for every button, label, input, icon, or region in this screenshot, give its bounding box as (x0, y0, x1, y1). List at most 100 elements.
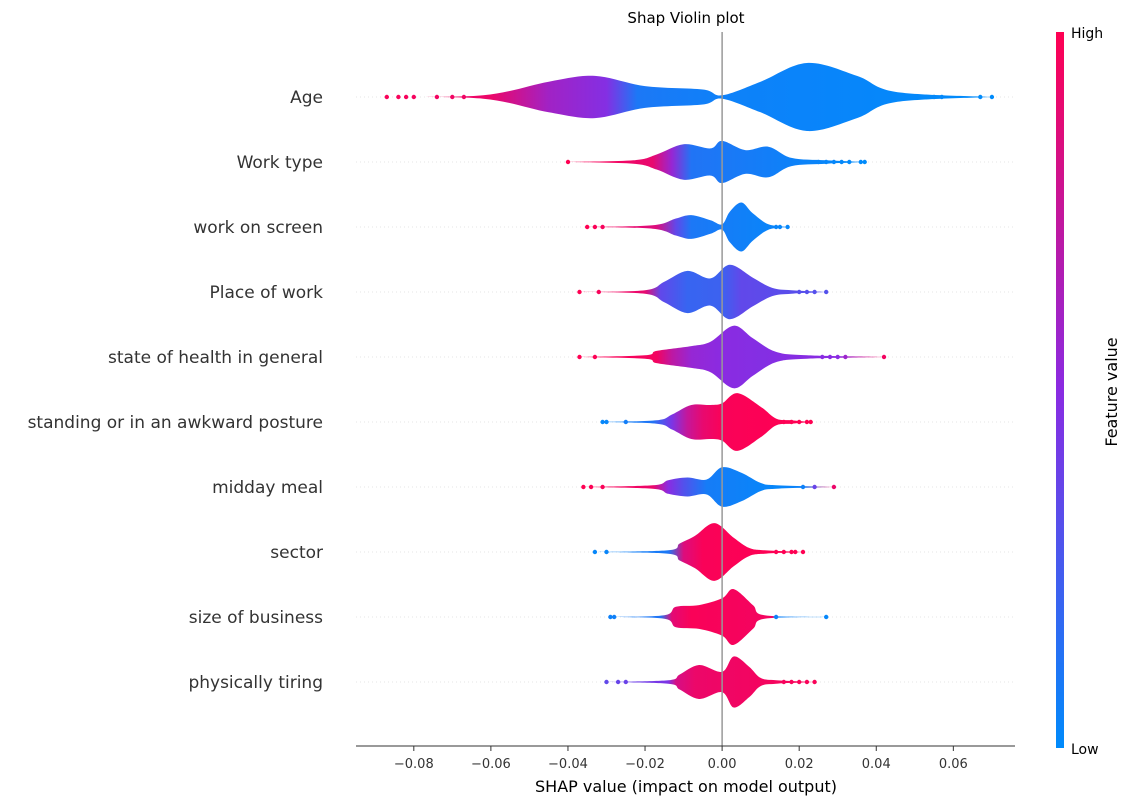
gridlines (356, 96, 1015, 683)
violin-0 (386, 62, 992, 132)
outlier-point (588, 484, 594, 490)
x-tick-label: 0.00 (708, 757, 737, 772)
violin-2 (587, 202, 788, 252)
outlier-point (924, 94, 929, 100)
outlier-point (773, 549, 779, 555)
colorbar-title: Feature value (1102, 337, 1121, 446)
outlier-point (843, 354, 848, 360)
feature-label: work on screen (193, 218, 323, 238)
outlier-point (824, 159, 829, 165)
outlier-point (812, 679, 817, 685)
outlier-point (592, 224, 598, 230)
violin-5 (602, 393, 811, 451)
outlier-point (581, 484, 586, 490)
outlier-point (797, 679, 802, 685)
colorbar-high-label: High (1071, 26, 1103, 42)
violin-8 (610, 588, 827, 646)
outlier-point (781, 549, 786, 555)
outlier-point (434, 94, 440, 100)
outlier-point (773, 614, 779, 620)
outlier-point (604, 549, 609, 555)
outlier-point (812, 484, 817, 490)
outlier-points (384, 94, 995, 685)
x-axis-title: SHAP value (impact on model output) (535, 777, 837, 796)
outlier-point (881, 354, 887, 360)
outlier-point (939, 94, 944, 100)
outlier-point (612, 614, 617, 620)
outlier-point (831, 159, 837, 165)
outlier-point (600, 419, 605, 425)
outlier-point (565, 159, 571, 165)
x-tick-label: −0.04 (548, 757, 588, 772)
feature-label: state of health in general (108, 348, 323, 368)
violin-4 (579, 325, 884, 389)
outlier-point (384, 94, 389, 100)
outlier-point (831, 484, 837, 490)
x-tick-label: −0.02 (625, 757, 665, 772)
violin-9 (606, 656, 815, 708)
outlier-point (804, 289, 810, 295)
outlier-point (808, 419, 813, 425)
outlier-point (812, 289, 817, 295)
outlier-point (461, 94, 467, 100)
feature-label: standing or in an awkward posture (28, 413, 323, 433)
x-axis-ticks: −0.08 −0.06 −0.04 −0.02 0.00 0.02 0.04 0.06 (394, 746, 968, 772)
outlier-point (623, 679, 628, 685)
x-tick-label: 0.06 (939, 757, 968, 772)
outlier-point (785, 224, 790, 230)
outlier-point (989, 94, 995, 100)
outlier-point (789, 549, 794, 555)
outlier-point (804, 419, 810, 425)
outlier-point (411, 94, 416, 100)
outlier-point (777, 224, 783, 230)
violin-7 (594, 523, 803, 581)
feature-label: Work type (237, 153, 323, 173)
outlier-point (592, 549, 598, 555)
outlier-point (797, 419, 802, 425)
x-tick-label: −0.06 (471, 757, 511, 772)
x-tick-label: 0.04 (862, 757, 891, 772)
colorbar-low-label: Low (1071, 742, 1099, 758)
outlier-point (789, 419, 794, 425)
outlier-point (604, 679, 609, 685)
violins (386, 62, 992, 708)
outlier-point (800, 549, 806, 555)
outlier-point (908, 94, 914, 100)
violin-3 (579, 264, 827, 320)
feature-label: physically tiring (188, 673, 323, 693)
outlier-point (608, 614, 613, 620)
outlier-point (577, 354, 582, 360)
outlier-point (592, 354, 598, 360)
outlier-point (824, 289, 829, 295)
outlier-point (781, 679, 786, 685)
outlier-point (623, 419, 628, 425)
outlier-point (600, 484, 605, 490)
chart-title: Shap Violin plot (627, 9, 744, 27)
outlier-point (585, 224, 590, 230)
violin-1 (568, 140, 865, 184)
outlier-point (858, 159, 863, 165)
outlier-point (773, 224, 779, 230)
outlier-point (396, 94, 401, 100)
feature-label: Age (290, 88, 323, 108)
outlier-point (835, 354, 840, 360)
feature-labels: Age Work type work on screen Place of work s… (28, 88, 324, 693)
outlier-point (978, 94, 983, 100)
x-tick-label: −0.08 (394, 757, 434, 772)
outlier-point (596, 289, 601, 295)
outlier-point (816, 159, 821, 165)
outlier-point (577, 289, 582, 295)
outlier-point (797, 289, 802, 295)
outlier-point (800, 484, 806, 490)
outlier-point (793, 549, 798, 555)
outlier-point (916, 94, 921, 100)
x-tick-label: 0.02 (785, 757, 814, 772)
outlier-point (804, 679, 810, 685)
outlier-point (403, 94, 409, 100)
feature-label: size of business (189, 608, 323, 628)
outlier-point (604, 419, 609, 425)
outlier-point (450, 94, 455, 100)
feature-label: Place of work (209, 283, 323, 303)
outlier-point (789, 679, 794, 685)
outlier-point (781, 419, 786, 425)
